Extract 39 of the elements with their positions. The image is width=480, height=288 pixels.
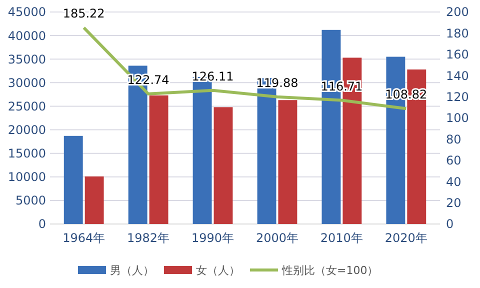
x-tick-label: 2000年 — [256, 231, 299, 245]
y-tick-label: 40000 — [8, 28, 46, 43]
x-tick-label: 1964年 — [62, 231, 106, 245]
y-tick-label: 15000 — [8, 146, 46, 161]
y-tick-label: 20000 — [8, 122, 46, 137]
y2-tick-label: 100 — [446, 111, 469, 126]
data-label: 108.82 — [385, 88, 428, 102]
bar — [64, 136, 83, 224]
y-tick-label: 5000 — [15, 194, 46, 208]
y2-tick-label: 200 — [446, 5, 469, 20]
y2-tick-label: 20 — [446, 196, 462, 210]
data-label: 126.11 — [192, 69, 234, 84]
x-tick-label: 2010年 — [320, 231, 363, 245]
data-label: 116.71 — [320, 79, 363, 94]
bar — [149, 95, 168, 224]
data-label: 185.22 — [62, 6, 105, 21]
legend-label: 女（人） — [196, 264, 240, 277]
y-tick-label: 25000 — [8, 99, 46, 114]
bar — [214, 107, 233, 224]
y-tick-label: 35000 — [8, 52, 46, 66]
y2-tick-label: 80 — [446, 132, 462, 146]
y-tick-label: 45000 — [8, 5, 46, 20]
legend-label: 性别比（女=100） — [281, 264, 378, 277]
x-tick-label: 1990年 — [191, 231, 234, 245]
x-tick-label: 1982年 — [127, 231, 170, 245]
y2-tick-label: 160 — [446, 48, 469, 62]
y-tick-label: 10000 — [8, 170, 46, 184]
y2-tick-label: 40 — [446, 174, 462, 189]
y2-tick-label: 60 — [446, 154, 462, 168]
bar — [278, 100, 298, 224]
y2-tick-label: 120 — [446, 90, 469, 104]
legend-label: 男（人） — [110, 264, 154, 277]
x-tick-label: 2020年 — [384, 231, 428, 245]
y2-tick-label: 140 — [446, 68, 469, 83]
y-tick-label: 30000 — [8, 76, 46, 90]
bar — [84, 176, 104, 224]
y2-tick-label: 180 — [446, 26, 469, 40]
y-tick-label: 0 — [38, 217, 46, 232]
y2-tick-label: 0 — [446, 217, 454, 232]
